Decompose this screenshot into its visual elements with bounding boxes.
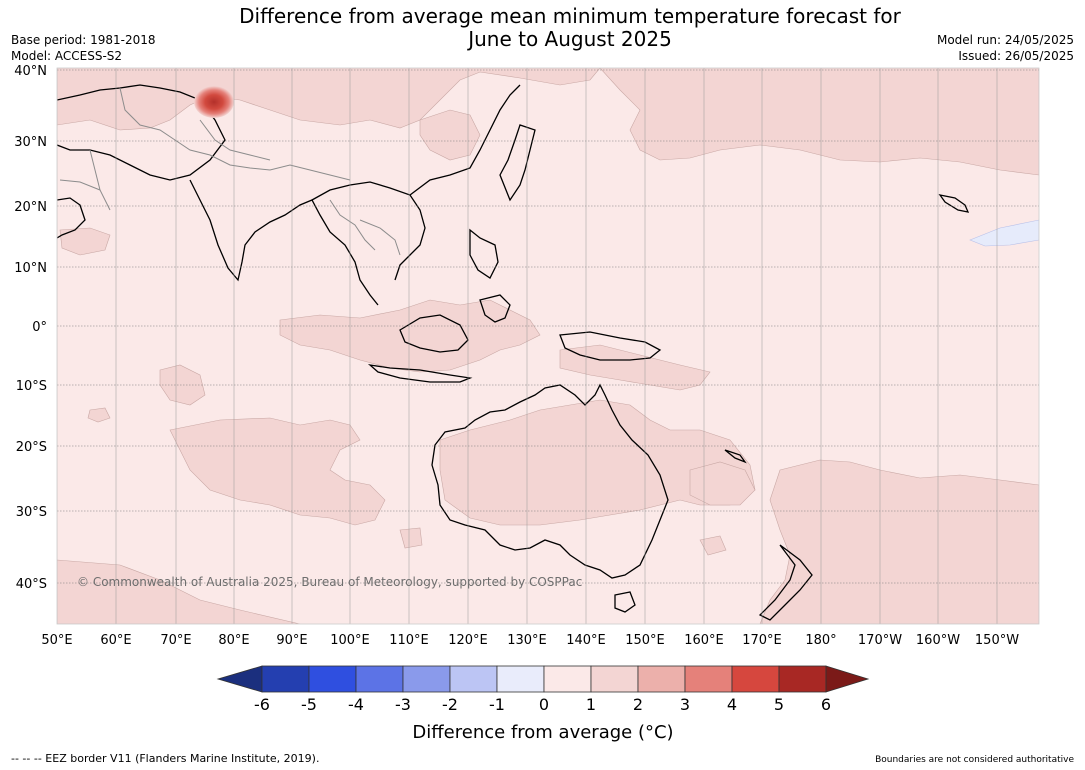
map-plot-area: © Commonwealth of Australia 2025, Bureau…: [57, 68, 1039, 624]
latitude-label: 30°S: [16, 505, 47, 520]
latitude-label: 20°S: [16, 440, 47, 455]
model-run-text: Model run: 24/05/2025: [936, 33, 1074, 47]
colorbar-swatch: [496, 665, 545, 693]
title-line-1: Difference from average mean minimum tem…: [239, 4, 901, 28]
longitude-label: 180°: [805, 633, 836, 648]
colorbar-swatch: [308, 665, 357, 693]
longitude-label: 80°E: [218, 633, 249, 648]
colorbar-title: Difference from average (°C): [412, 722, 674, 743]
longitude-label: 100°E: [330, 633, 370, 648]
colorbar-tick-label: -5: [301, 695, 317, 714]
colorbar-tick-label: 1: [586, 695, 596, 714]
latitude-labels: 40°N 30°N 20°N 10°N 0° 10°S 20°S 30°S 40°S: [14, 64, 47, 592]
colorbar-swatch: [355, 665, 404, 693]
longitude-label: 150°E: [625, 633, 665, 648]
map-frame: [56, 67, 1040, 625]
anomaly-1-2-regions: [57, 68, 1039, 624]
chart-title: Difference from average mean minimum tem…: [0, 5, 1085, 51]
graticule: [57, 68, 1039, 624]
colorbar-tick-label: -4: [348, 695, 364, 714]
latitude-label: 40°N: [14, 64, 47, 79]
meta-left: Base period: 1981-2018 Model: ACCESS-S2: [11, 32, 156, 64]
longitude-label: 140°E: [566, 633, 606, 648]
colorbar: -6 -5 -4 -3 -2 -1 0 1 2 3 4 5 6: [216, 665, 870, 714]
longitude-labels: 50°E 60°E 70°E 80°E 90°E 100°E 110°E 120°E 130°E…: [41, 633, 1019, 648]
longitude-label: 170°W: [858, 633, 902, 648]
colorbar-tick-label: 5: [774, 695, 784, 714]
colorbar-tick-label: 4: [727, 695, 737, 714]
below-average-patch: [969, 219, 1039, 247]
colorbar-swatch: [778, 665, 827, 693]
colorbar-tick-label: 6: [821, 695, 831, 714]
latitude-label: 20°N: [14, 200, 47, 215]
colorbar-tick-label: -1: [489, 695, 505, 714]
boundary-disclaimer: Boundaries are not considered authoritat…: [875, 755, 1074, 765]
longitude-label: 120°E: [448, 633, 488, 648]
colorbar-swatch: [684, 665, 733, 693]
colorbar-swatch: [543, 665, 592, 693]
colorbar-tick-label: -2: [442, 695, 458, 714]
colorbar-swatch: [402, 665, 451, 693]
latitude-label: 10°N: [14, 261, 47, 276]
colorbar-low-extension: [216, 665, 263, 693]
longitude-label: 110°E: [389, 633, 429, 648]
hotspot-region: [194, 86, 234, 118]
issued-text: Issued: 26/05/2025: [958, 49, 1074, 63]
latitude-label: 40°S: [16, 577, 47, 592]
model-text: Model: ACCESS-S2: [11, 49, 123, 63]
longitude-label: 90°E: [276, 633, 307, 648]
latitude-label: 0°: [32, 320, 47, 335]
colorbar-tick-label: 0: [539, 695, 549, 714]
meta-right: Model run: 24/05/2025 Issued: 26/05/2025: [937, 32, 1074, 64]
longitude-label: 160°W: [916, 633, 960, 648]
colorbar-swatch: [731, 665, 780, 693]
colorbar-swatch: [590, 665, 639, 693]
colorbar-tick-label: 3: [680, 695, 690, 714]
title-line-2: June to August 2025: [468, 27, 672, 51]
longitude-label: 170°E: [742, 633, 782, 648]
longitude-label: 50°E: [41, 633, 72, 648]
colorbar-tick-label: -3: [395, 695, 411, 714]
colorbar-tick-label: 2: [633, 695, 643, 714]
colorbar-swatch: [637, 665, 686, 693]
latitude-label: 30°N: [14, 135, 47, 150]
eez-note: -- -- -- EEZ border V11 (Flanders Marine…: [11, 752, 320, 765]
base-period-text: Base period: 1981-2018: [11, 33, 156, 47]
longitude-label: 160°E: [684, 633, 724, 648]
longitude-label: 150°W: [975, 633, 1019, 648]
land-outlines: [57, 84, 970, 621]
latitude-label: 10°S: [16, 379, 47, 394]
colorbar-swatch: [261, 665, 310, 693]
country-borders: [59, 87, 401, 256]
colorbar-tick-label: -6: [254, 695, 270, 714]
longitude-label: 70°E: [160, 633, 191, 648]
copyright-text: © Commonwealth of Australia 2025, Bureau…: [77, 575, 582, 589]
colorbar-swatch: [449, 665, 498, 693]
longitude-label: 130°E: [507, 633, 547, 648]
longitude-label: 60°E: [100, 633, 131, 648]
colorbar-high-extension: [825, 665, 870, 693]
